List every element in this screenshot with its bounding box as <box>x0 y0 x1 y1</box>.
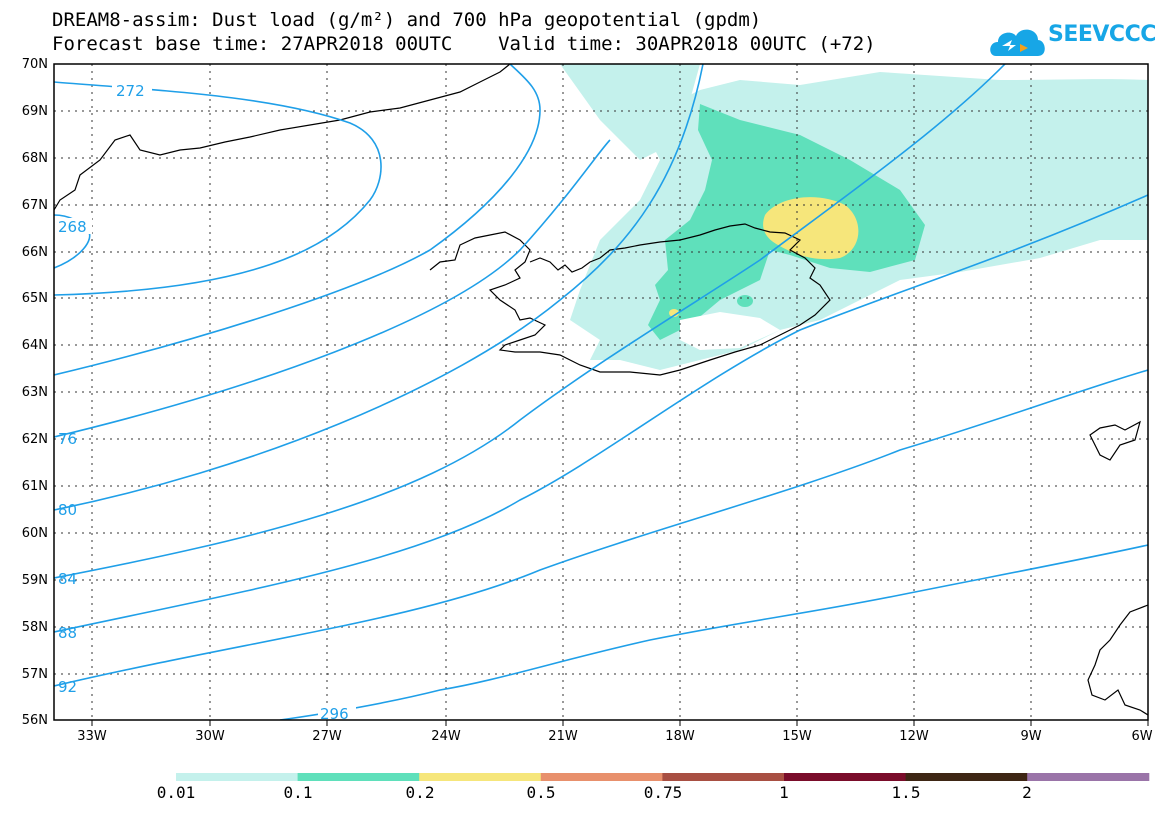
lat-label: 66N <box>21 245 48 260</box>
contour-label: 88 <box>58 624 77 642</box>
colorbar-label: 0.75 <box>643 783 683 802</box>
colorbar-swatch <box>540 773 663 781</box>
lat-label: 58N <box>21 620 48 635</box>
contour-labels: 272 268 76 80 84 88 92 296 <box>56 82 356 723</box>
lat-label: 61N <box>21 479 48 494</box>
lat-label: 64N <box>21 338 48 353</box>
colorbar-label: 0.5 <box>526 783 556 802</box>
lat-label: 62N <box>21 432 48 447</box>
lon-label: 12W <box>899 729 929 744</box>
lon-label: 24W <box>431 729 461 744</box>
lat-label: 57N <box>21 667 48 682</box>
colorbar-swatch <box>905 773 1028 781</box>
scotland-coast <box>1087 604 1148 716</box>
seevccc-cloud-logo-icon <box>990 29 1045 56</box>
greenland-coast <box>54 64 511 211</box>
lon-label: 18W <box>665 729 695 744</box>
lon-label: 33W <box>77 729 107 744</box>
colorbar-label: 2 <box>1022 783 1032 802</box>
colorbar-label: 0.01 <box>156 783 196 802</box>
contour-label: 76 <box>58 430 77 448</box>
contour-label: 92 <box>58 678 77 696</box>
lat-label: 68N <box>21 151 48 166</box>
colorbar-swatch <box>176 773 299 781</box>
lon-label: 30W <box>195 729 225 744</box>
geopotential-contours <box>54 64 1148 720</box>
graticule <box>54 64 1148 720</box>
lon-label: 27W <box>312 729 342 744</box>
colorbar-label: 1 <box>779 783 789 802</box>
lat-label: 59N <box>21 573 48 588</box>
iceland-coast <box>429 223 831 376</box>
lon-label: 15W <box>782 729 812 744</box>
colorbar-swatch <box>419 773 542 781</box>
lon-label: 9W <box>1020 729 1042 744</box>
colorbar-swatch <box>1027 773 1150 781</box>
lat-label: 67N <box>21 198 48 213</box>
lat-label: 69N <box>21 104 48 119</box>
dust-shade-0.2 <box>763 197 859 260</box>
lat-label: 65N <box>21 291 48 306</box>
logo-text: SEEVCCC <box>1048 22 1156 47</box>
contour-label: 268 <box>58 218 87 236</box>
contour-label: 272 <box>116 82 145 100</box>
faroe-coast <box>1089 420 1141 461</box>
lat-label: 60N <box>21 526 48 541</box>
coastlines <box>54 64 1148 716</box>
lat-label: 56N <box>21 713 48 728</box>
colorbar-label: 0.1 <box>283 783 313 802</box>
lon-label: 21W <box>548 729 578 744</box>
colorbar-label: 1.5 <box>891 783 921 802</box>
colorbar-swatch <box>297 773 420 781</box>
forecast-times: Forecast base time: 27APR2018 00UTC Vali… <box>52 33 876 55</box>
lon-label: 6W <box>1131 729 1153 744</box>
contour-label: 84 <box>58 570 77 588</box>
lat-label: 63N <box>21 385 48 400</box>
map-frame <box>53 63 1149 721</box>
lat-label: 70N <box>21 57 48 72</box>
colorbar-label: 0.2 <box>405 783 435 802</box>
contour-label: 80 <box>58 501 77 519</box>
contour-label: 296 <box>320 705 349 723</box>
colorbar-swatch <box>662 773 785 781</box>
map-title: DREAM8-assim: Dust load (g/m²) and 700 h… <box>52 9 762 31</box>
colorbar-swatch <box>784 773 907 781</box>
colorbar <box>176 773 1150 781</box>
